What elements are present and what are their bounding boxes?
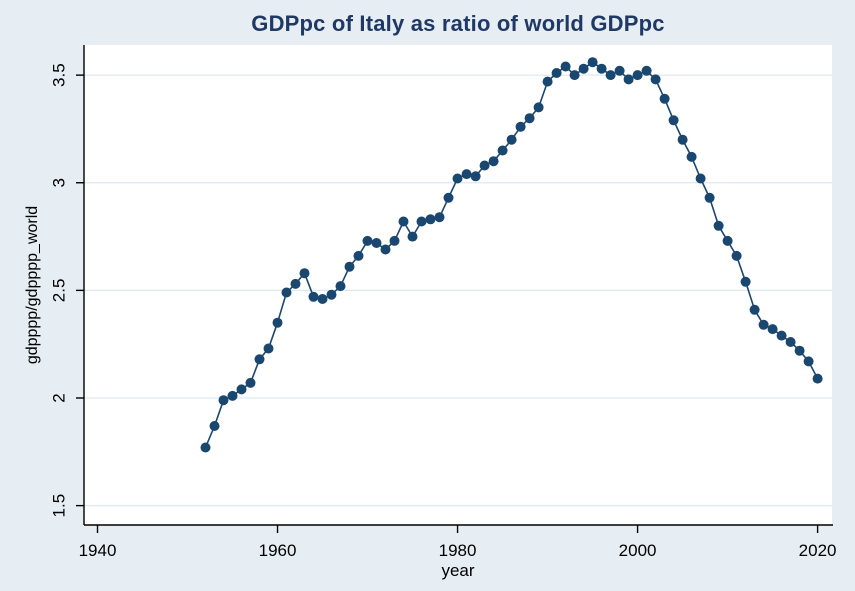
data-point	[767, 324, 778, 335]
data-point	[695, 173, 706, 184]
y-tick-label: 2.5	[49, 279, 68, 303]
data-point	[587, 57, 598, 68]
data-point	[317, 294, 328, 304]
data-point	[533, 102, 544, 113]
y-axis-title: gdpppp/gdpppp_world	[24, 205, 41, 365]
data-point	[389, 235, 400, 246]
data-point	[758, 319, 769, 330]
data-point	[200, 442, 211, 453]
data-point	[677, 134, 688, 145]
x-tick-label: 1980	[439, 541, 477, 560]
data-point	[344, 261, 355, 272]
data-point	[731, 250, 742, 261]
x-tick-label: 2000	[619, 541, 657, 560]
data-point	[668, 115, 679, 126]
data-point	[452, 173, 463, 184]
x-tick-label: 1960	[259, 541, 297, 560]
data-point	[578, 63, 589, 74]
data-point	[794, 345, 805, 356]
x-tick-label: 1940	[79, 541, 117, 560]
data-point	[812, 373, 823, 384]
data-point	[740, 276, 751, 287]
data-point	[803, 356, 814, 367]
data-point	[308, 291, 319, 302]
data-point	[605, 70, 616, 81]
data-point	[686, 151, 697, 162]
data-point	[713, 220, 724, 231]
data-point	[596, 63, 607, 74]
data-point	[281, 287, 292, 298]
data-point	[623, 74, 634, 85]
data-point	[407, 231, 418, 242]
data-point	[560, 61, 571, 72]
data-point	[641, 65, 652, 76]
data-point	[551, 68, 562, 78]
data-point	[614, 65, 625, 76]
data-point	[290, 278, 301, 289]
data-point	[362, 235, 373, 246]
data-point	[506, 134, 517, 145]
data-point	[749, 304, 760, 315]
data-point	[380, 244, 391, 255]
data-point	[650, 74, 661, 85]
x-axis-title: year	[441, 561, 475, 580]
data-point	[542, 76, 553, 87]
data-point	[425, 214, 436, 225]
data-point	[524, 113, 535, 124]
data-point	[245, 377, 256, 388]
data-point	[227, 390, 238, 401]
data-point	[326, 289, 337, 300]
y-tick-label: 3.5	[49, 63, 68, 87]
data-point	[263, 343, 274, 354]
data-point	[353, 250, 364, 261]
data-point	[479, 160, 490, 171]
plot-area	[84, 45, 832, 525]
data-point	[335, 281, 346, 292]
x-tick-label: 2020	[799, 541, 837, 560]
data-point	[254, 354, 265, 365]
data-point	[236, 384, 247, 395]
data-point	[371, 238, 382, 248]
data-point	[398, 216, 409, 227]
data-point	[209, 421, 220, 431]
y-tick-label: 1.5	[49, 494, 68, 518]
data-point	[443, 192, 454, 203]
data-point	[569, 70, 580, 81]
data-point	[497, 145, 508, 156]
data-point	[632, 70, 643, 81]
y-tick-label: 2	[49, 393, 68, 402]
data-point	[659, 93, 670, 104]
data-point	[488, 156, 499, 167]
data-point	[461, 169, 472, 180]
chart-title: GDPpc of Italy as ratio of world GDPpc	[251, 11, 665, 36]
data-point	[218, 395, 229, 406]
data-point	[416, 216, 427, 227]
data-point	[785, 337, 796, 347]
data-point	[722, 235, 733, 246]
data-point	[470, 171, 481, 182]
data-point	[434, 212, 445, 223]
y-tick-label: 3	[49, 178, 68, 187]
data-point	[776, 330, 787, 341]
data-point	[272, 317, 283, 328]
data-point	[299, 268, 310, 279]
data-point	[515, 121, 526, 132]
data-point	[704, 192, 715, 203]
